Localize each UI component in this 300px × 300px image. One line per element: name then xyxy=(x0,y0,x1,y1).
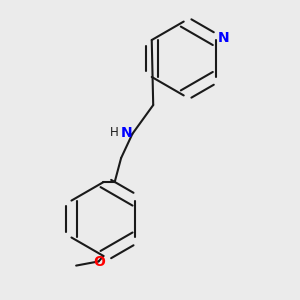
Text: N: N xyxy=(121,126,132,140)
Text: H: H xyxy=(110,127,119,140)
Text: N: N xyxy=(218,32,230,45)
Text: O: O xyxy=(94,255,106,269)
